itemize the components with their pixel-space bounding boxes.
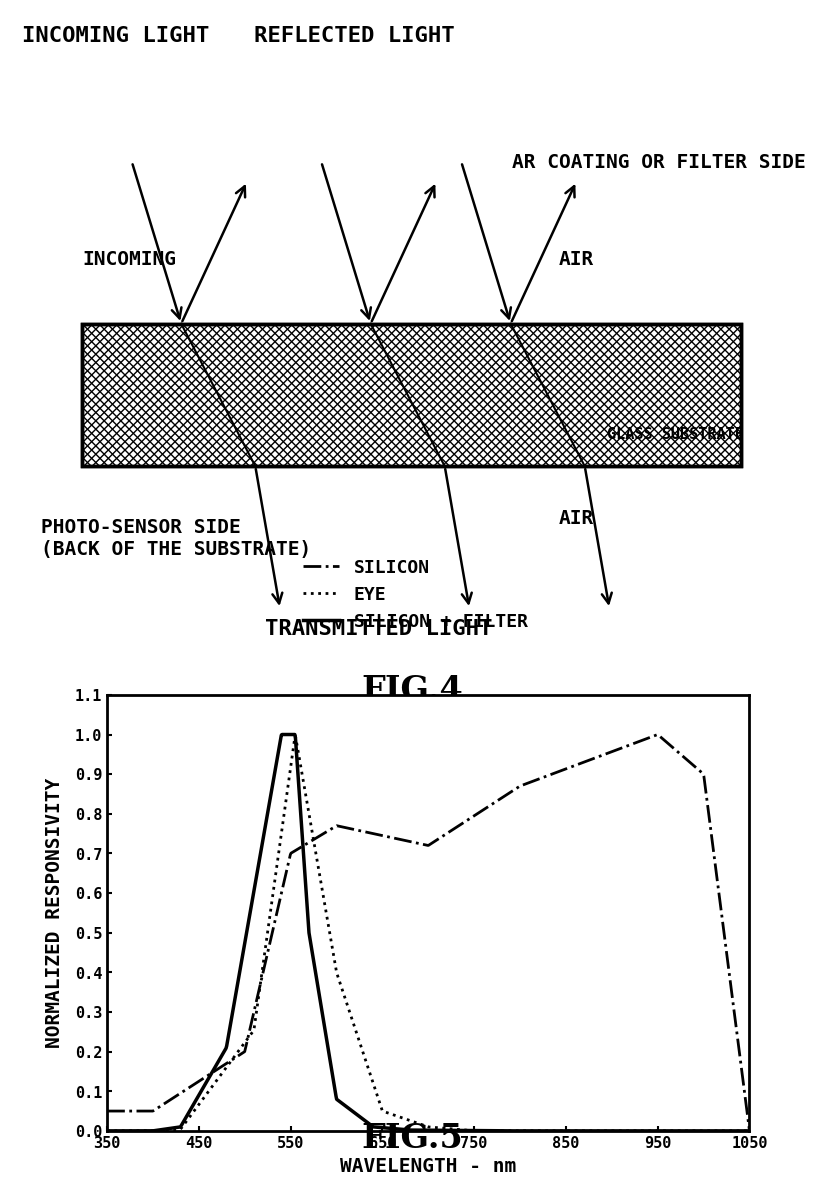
SILICON + FILTER [543, 1124, 553, 1138]
EYE [385, 1107, 395, 1121]
EYE [291, 729, 300, 743]
SILICON + FILTER [744, 1124, 754, 1138]
SILICON + FILTER [603, 1124, 613, 1138]
Line: SILICON + FILTER: SILICON + FILTER [107, 735, 749, 1131]
SILICON + FILTER [277, 728, 286, 742]
SILICON [652, 728, 662, 742]
EYE [744, 1124, 754, 1138]
SILICON + FILTER [362, 1116, 372, 1130]
Bar [82, 324, 741, 466]
SILICON + FILTER [102, 1124, 112, 1138]
Legend: SILICON, EYE, SILICON + FILTER: SILICON, EYE, SILICON + FILTER [295, 551, 535, 638]
Text: FIG.5: FIG.5 [360, 1121, 463, 1154]
Text: TRANSMITTED LIGHT: TRANSMITTED LIGHT [265, 618, 492, 638]
SILICON [543, 768, 553, 782]
SILICON + FILTER [385, 1121, 395, 1136]
X-axis label: WAVELENGTH - nm: WAVELENGTH - nm [340, 1157, 516, 1176]
Text: INCOMING LIGHT: INCOMING LIGHT [21, 26, 209, 46]
SILICON + FILTER [615, 1124, 625, 1138]
EYE [615, 1124, 625, 1138]
Line: SILICON: SILICON [107, 735, 749, 1131]
SILICON [168, 1091, 178, 1105]
EYE [102, 1124, 112, 1138]
EYE [543, 1124, 553, 1138]
Line: EYE: EYE [107, 736, 749, 1131]
Text: AR COATING OR FILTER SIDE: AR COATING OR FILTER SIDE [512, 152, 805, 172]
SILICON [361, 826, 371, 840]
Y-axis label: NORMALIZED RESPONSIVITY: NORMALIZED RESPONSIVITY [44, 777, 63, 1048]
Text: GLASS SUBSTRATE: GLASS SUBSTRATE [607, 426, 743, 442]
Text: AIR: AIR [559, 509, 593, 528]
Bar [82, 324, 741, 466]
Text: REFLECTED LIGHT: REFLECTED LIGHT [253, 26, 454, 46]
Text: INCOMING: INCOMING [82, 250, 176, 269]
EYE [362, 1059, 372, 1073]
SILICON [614, 742, 624, 756]
EYE [168, 1123, 178, 1137]
EYE [603, 1124, 613, 1138]
Text: FIG.4: FIG.4 [360, 674, 463, 707]
Text: PHOTO-SENSOR SIDE
(BACK OF THE SUBSTRATE): PHOTO-SENSOR SIDE (BACK OF THE SUBSTRATE… [41, 518, 311, 560]
SILICON [744, 1124, 754, 1138]
SILICON [602, 746, 612, 760]
Text: AIR: AIR [559, 250, 593, 269]
SILICON [385, 830, 395, 845]
SILICON + FILTER [168, 1121, 178, 1136]
SILICON [102, 1104, 112, 1118]
